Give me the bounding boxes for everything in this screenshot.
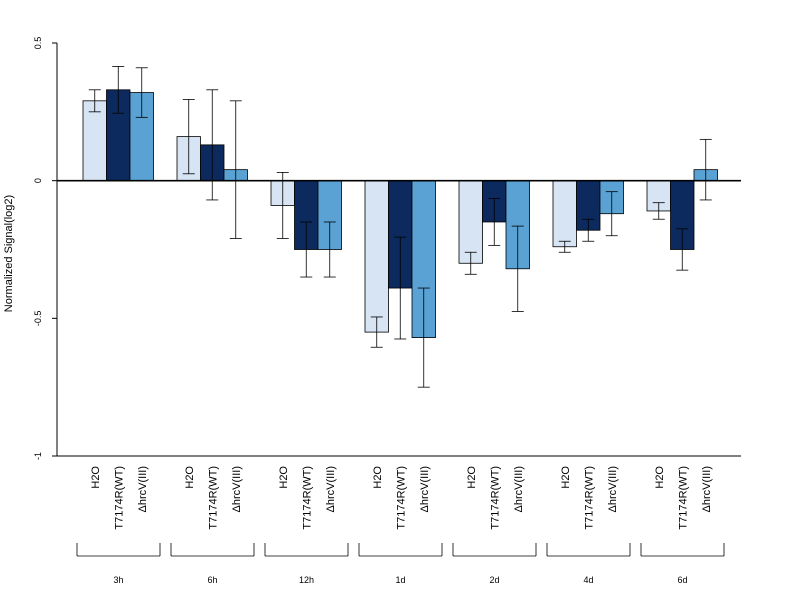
series-tick-label: T7174R(WT) (301, 466, 313, 530)
bar (552, 180, 577, 248)
group-label: 6h (207, 575, 217, 585)
axes-layer: 0.5 0 -0.5 -1 Normalized Signal(log2) (3, 37, 741, 460)
series-tick-label: T7174R(WT) (489, 466, 501, 530)
bar (364, 180, 389, 333)
series-tick-label: H2O (278, 466, 290, 489)
y-tick-label: -0.5 (33, 311, 43, 327)
series-tick-label: ΔhrcV(III) (513, 466, 525, 512)
series-tick-label: T7174R(WT) (583, 466, 595, 530)
group-label: 1d (395, 575, 405, 585)
series-tick-label: H2O (560, 466, 572, 489)
series-tick-label: T7174R(WT) (677, 466, 689, 530)
series-tick-label: ΔhrcV(III) (137, 466, 149, 512)
series-tick-label: T7174R(WT) (113, 466, 125, 530)
series-tick-label: H2O (372, 466, 384, 489)
group-label: 4d (583, 575, 593, 585)
series-tick-label: T7174R(WT) (395, 466, 407, 530)
bar (458, 180, 483, 264)
y-tick-label: 0 (33, 178, 43, 183)
series-tick-label: ΔhrcV(III) (419, 466, 431, 512)
series-tick-label: H2O (90, 466, 102, 489)
group-label: 3h (113, 575, 123, 585)
series-tick-label: ΔhrcV(III) (607, 466, 619, 512)
bar (82, 100, 107, 182)
series-tick-label: ΔhrcV(III) (701, 466, 713, 512)
bars-layer (82, 89, 718, 339)
y-tick-label: -1 (33, 452, 43, 460)
group-label: 6d (677, 575, 687, 585)
series-tick-label: H2O (654, 466, 666, 489)
group-label: 12h (299, 575, 314, 585)
labels-layer: H2O T7174R(WT) ΔhrcV(III) 3h H2O T7174R(WT) Δh… (76, 466, 725, 585)
series-tick-label: ΔhrcV(III) (231, 466, 243, 512)
y-tick-label: 0.5 (33, 37, 43, 50)
group-label: 2d (489, 575, 499, 585)
series-tick-label: H2O (184, 466, 196, 489)
series-tick-label: ΔhrcV(III) (325, 466, 337, 512)
series-tick-label: T7174R(WT) (207, 466, 219, 530)
y-axis-title: Normalized Signal(log2) (3, 195, 15, 312)
series-tick-label: H2O (466, 466, 478, 489)
error-bars-layer (88, 66, 712, 388)
